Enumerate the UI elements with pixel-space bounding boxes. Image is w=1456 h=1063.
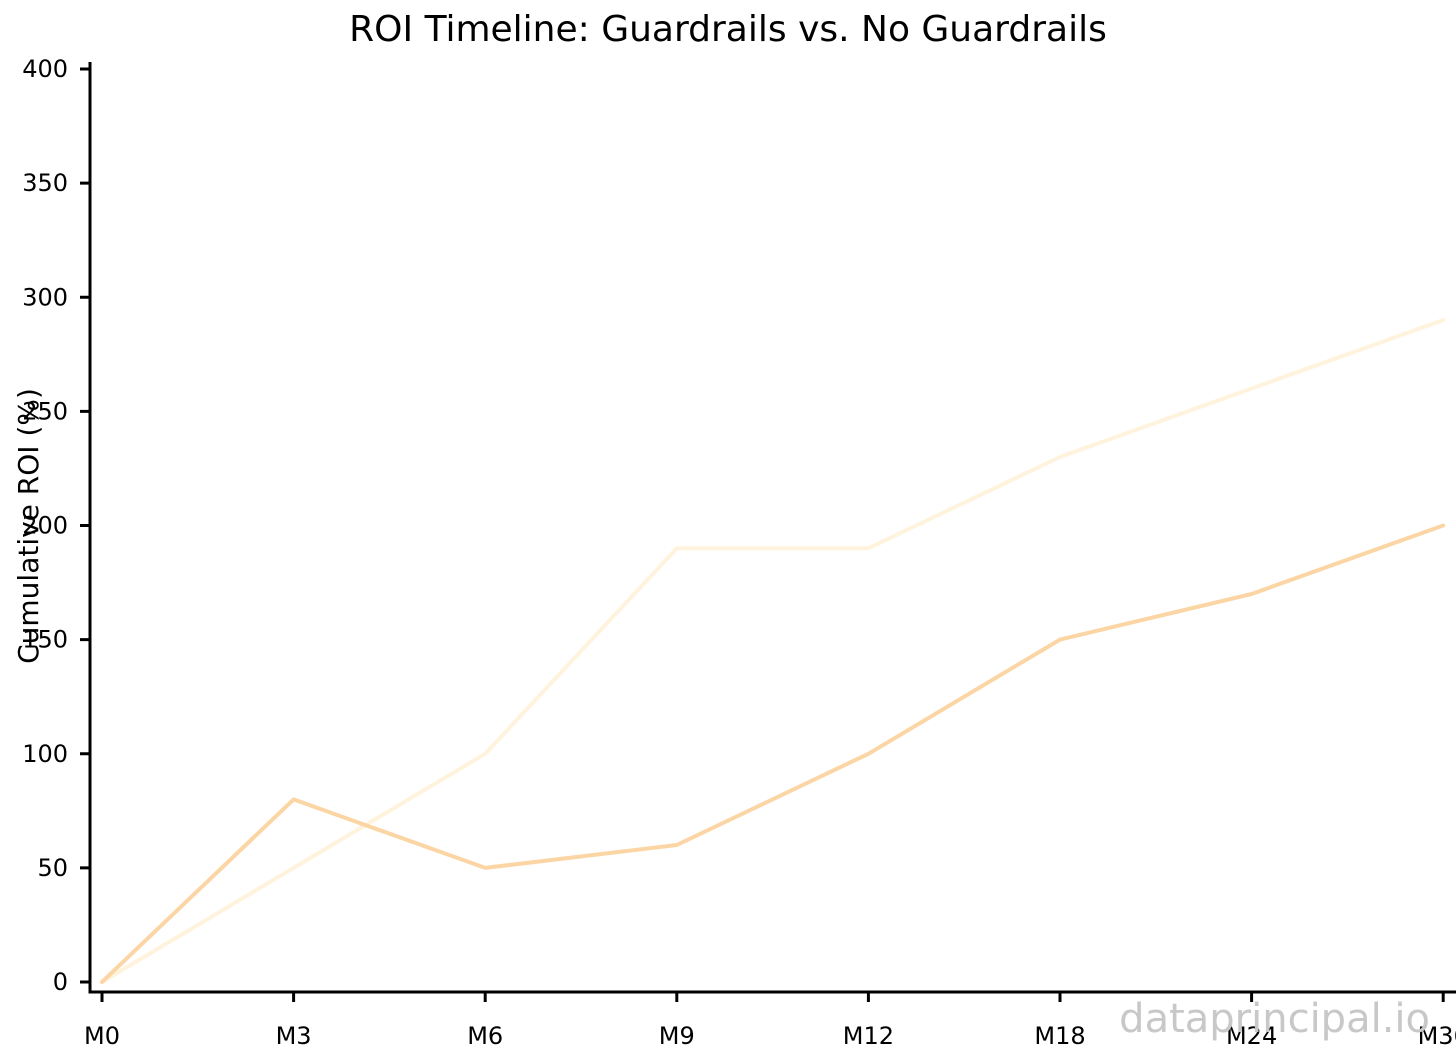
x-tick-label-M36: M36 <box>1418 1022 1456 1050</box>
y-tick-label-150: 150 <box>22 626 68 654</box>
x-tick-label-M12: M12 <box>843 1022 894 1050</box>
series-line-2 <box>100 523 1446 984</box>
y-tick-label-200: 200 <box>22 512 68 540</box>
plot-area: 0 50 100 150 200 250 300 350 400 M0 M3 M6 M9 M12 M18 M2… <box>22 55 1456 1050</box>
x-tick-label-M24: M24 <box>1226 1022 1277 1050</box>
y-tick-label-300: 300 <box>22 283 68 311</box>
x-tick-label-M0: M0 <box>84 1022 120 1050</box>
y-tick-label-50: 50 <box>37 854 68 882</box>
y-tick-label-400: 400 <box>22 55 68 83</box>
x-tick-label-M18: M18 <box>1034 1022 1085 1050</box>
x-tick-label-M9: M9 <box>659 1022 695 1050</box>
chart-title: ROI Timeline: Guardrails vs. No Guardrai… <box>349 9 1107 50</box>
y-tick-label-0: 0 <box>53 968 68 996</box>
x-tick-label-M6: M6 <box>467 1022 503 1050</box>
y-tick-label-250: 250 <box>22 397 68 425</box>
y-tick-label-350: 350 <box>22 169 68 197</box>
y-axis-label: Cumulative ROI (%) <box>12 388 45 664</box>
watermark-text: dataprincipal.io <box>1119 996 1430 1042</box>
y-tick-label-100: 100 <box>22 740 68 768</box>
x-tick-label-M3: M3 <box>276 1022 312 1050</box>
series-line-1 <box>100 318 1446 984</box>
